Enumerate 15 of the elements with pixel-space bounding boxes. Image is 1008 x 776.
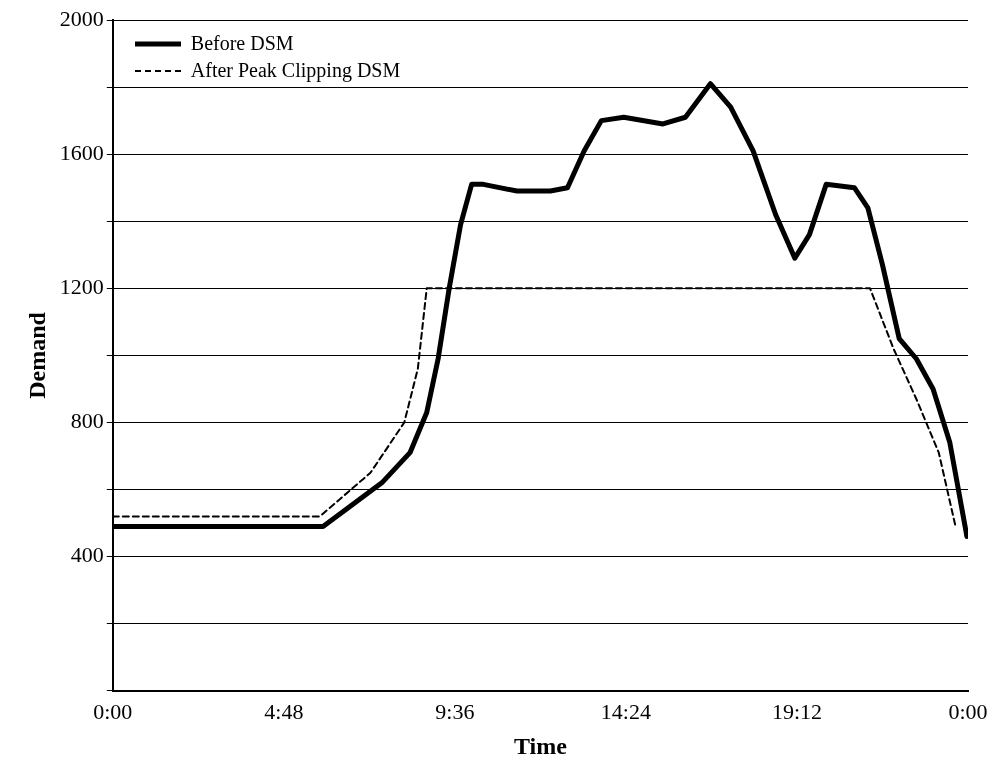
- y-tick-label: 800: [70, 408, 104, 434]
- x-tick-label: 19:12: [771, 698, 823, 724]
- x-tick-label: 9:36: [435, 698, 475, 724]
- y-tick-label: 1200: [59, 274, 104, 300]
- x-tick-label: 4:48: [264, 698, 304, 724]
- x-axis-title: Time: [513, 732, 568, 759]
- y-tick-label: 400: [70, 542, 104, 568]
- y-tick-label: 1600: [59, 139, 104, 165]
- x-tick-label: 0:00: [948, 698, 988, 724]
- legend-label: Before DSM: [190, 32, 294, 55]
- y-axis-title: Demand: [23, 311, 50, 399]
- legend-label: After Peak Clipping DSM: [190, 59, 401, 82]
- x-tick-label: 14:24: [600, 698, 651, 724]
- y-tick-label: 2000: [59, 5, 104, 31]
- x-tick-label: 0:00: [93, 698, 133, 724]
